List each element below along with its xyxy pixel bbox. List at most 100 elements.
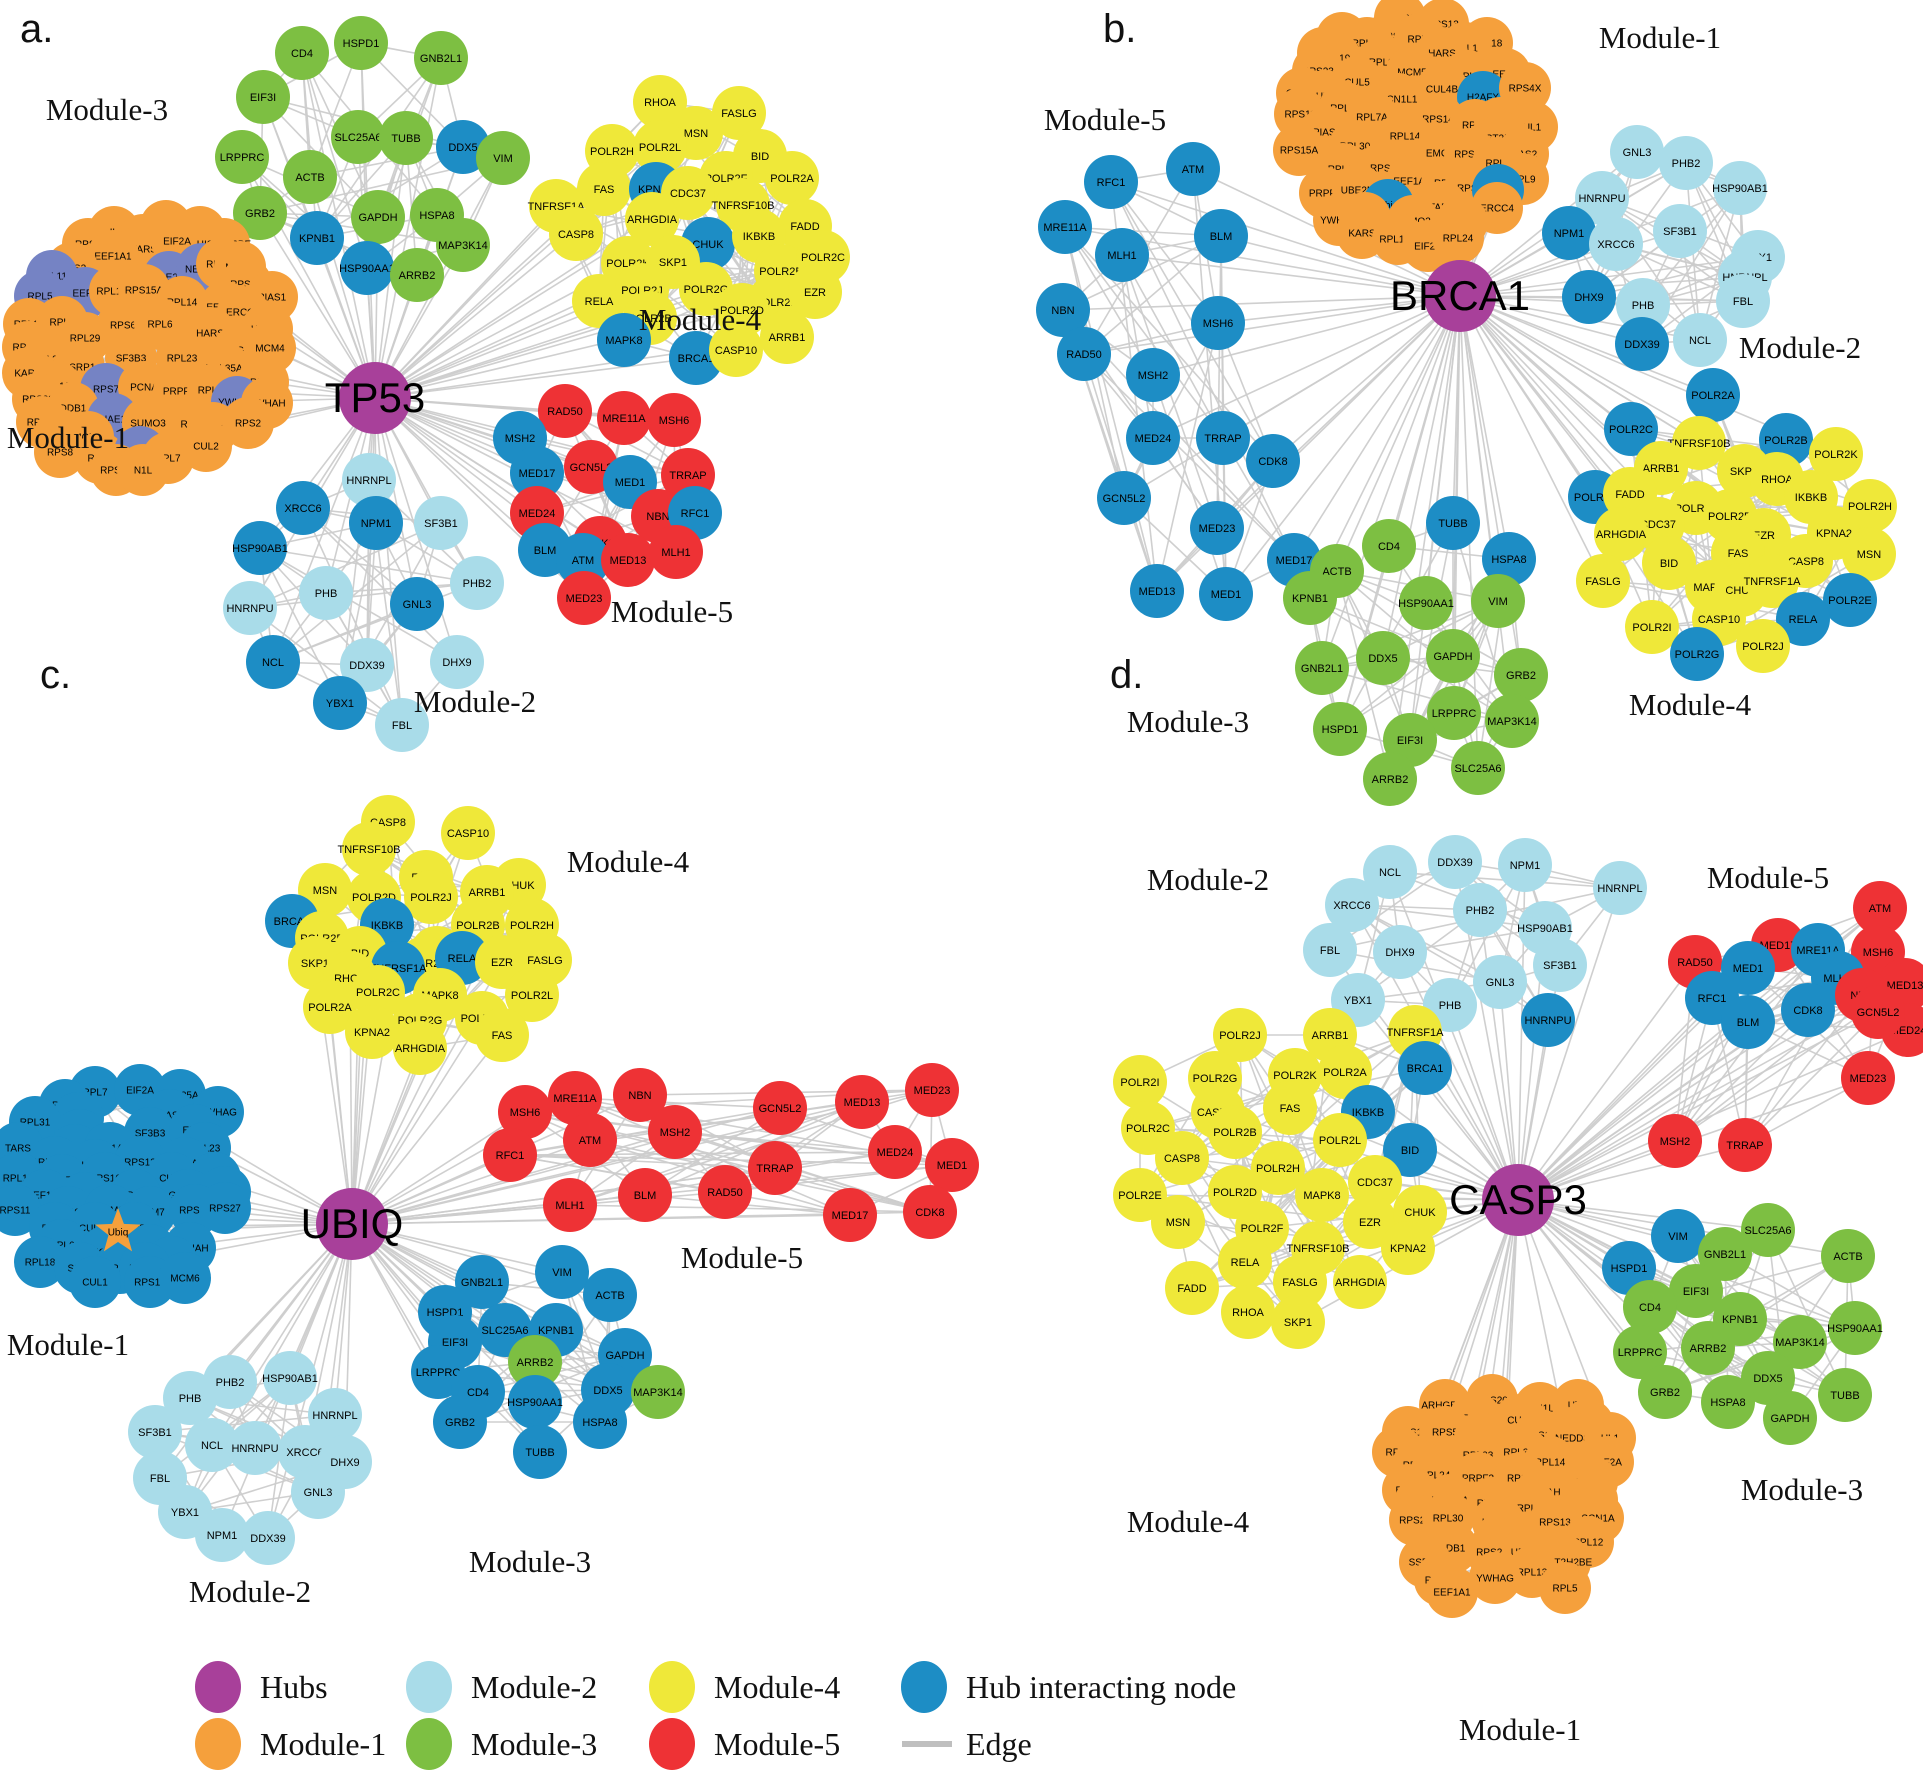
node-b-tubb[interactable]: TUBB bbox=[1426, 496, 1480, 550]
node-a-npm1[interactable]: NPM1 bbox=[349, 496, 403, 550]
node-d-phb2[interactable]: PHB2 bbox=[1453, 883, 1507, 937]
node-d-faslg[interactable]: FASLG bbox=[1273, 1255, 1327, 1309]
node-c-map3k14[interactable]: MAP3K14 bbox=[631, 1365, 685, 1419]
node-b-ddx5[interactable]: DDX5 bbox=[1356, 631, 1410, 685]
node-b-phb[interactable]: PHB bbox=[1616, 278, 1670, 332]
node-d-bid[interactable]: BID bbox=[1383, 1123, 1437, 1177]
node-d-xrcc6[interactable]: XRCC6 bbox=[1325, 878, 1379, 932]
node-a-rela[interactable]: RELA bbox=[572, 274, 626, 328]
node-b-bid[interactable]: BID bbox=[1642, 536, 1696, 590]
node-a-hsp90aa1[interactable]: HSP90AA1 bbox=[339, 241, 395, 295]
node-a-dhx9[interactable]: DHX9 bbox=[430, 635, 484, 689]
node-b-msn[interactable]: MSN bbox=[1842, 527, 1896, 581]
node-a-eif3i[interactable]: EIF3I bbox=[236, 70, 290, 124]
node-d-hnrnpl[interactable]: HNRNPL bbox=[1593, 861, 1647, 915]
node-b-hspa8[interactable]: HSPA8 bbox=[1482, 532, 1536, 586]
node-c-hspa8[interactable]: HSPA8 bbox=[573, 1395, 627, 1449]
node-c-blm[interactable]: BLM bbox=[618, 1168, 672, 1222]
node-d-map3k14[interactable]: MAP3K14 bbox=[1773, 1315, 1827, 1369]
node-d-atm[interactable]: ATM bbox=[1853, 881, 1907, 935]
node-d-arrb2[interactable]: ARRB2 bbox=[1681, 1321, 1735, 1375]
node-a-med23[interactable]: MED23 bbox=[557, 571, 611, 625]
node-b-gcn5l2[interactable]: GCN5L2 bbox=[1097, 471, 1151, 525]
node-c-fas[interactable]: FAS bbox=[475, 1008, 529, 1062]
node-c-med24[interactable]: MED24 bbox=[868, 1125, 922, 1179]
node-d-fas[interactable]: FAS bbox=[1263, 1081, 1317, 1135]
node-c-npm1[interactable]: NPM1 bbox=[195, 1508, 249, 1562]
node-c-gnb2l1[interactable]: GNB2L1 bbox=[455, 1255, 509, 1309]
node-b-gapdh[interactable]: GAPDH bbox=[1426, 629, 1480, 683]
node-b-tnfrsf10b[interactable]: TNFRSF10B bbox=[1668, 416, 1731, 470]
node-c-med1[interactable]: MED1 bbox=[925, 1138, 979, 1192]
node-b-lrpprc[interactable]: LRPPRC bbox=[1427, 686, 1481, 740]
hub-tp53[interactable]: TP53 bbox=[325, 362, 425, 434]
node-c-gnl3[interactable]: GNL3 bbox=[291, 1465, 345, 1519]
node-c-vim[interactable]: VIM bbox=[535, 1245, 589, 1299]
node-c-med17[interactable]: MED17 bbox=[823, 1188, 877, 1242]
node-b-polr2e[interactable]: POLR2E bbox=[1823, 573, 1877, 627]
node-d-eif3i[interactable]: EIF3I bbox=[1669, 1264, 1723, 1318]
node-b-kpnb1[interactable]: KPNB1 bbox=[1283, 571, 1337, 625]
node-c-polr2l[interactable]: POLR2L bbox=[505, 968, 559, 1022]
node-b-dhx9[interactable]: DHX9 bbox=[1562, 270, 1616, 324]
node-c-arrb2[interactable]: ARRB2 bbox=[508, 1335, 562, 1389]
node-a-msh6[interactable]: MSH6 bbox=[647, 393, 701, 447]
node-b-mlh1[interactable]: MLH1 bbox=[1095, 228, 1149, 282]
node-d-fadd[interactable]: FADD bbox=[1165, 1261, 1219, 1315]
node-b-gnb2l1[interactable]: GNB2L1 bbox=[1295, 641, 1349, 695]
node-b-med1[interactable]: MED1 bbox=[1199, 567, 1253, 621]
node-c-hsp90ab1[interactable]: HSP90AB1 bbox=[262, 1351, 318, 1405]
node-b-rps15a[interactable]: RPS15A bbox=[1273, 124, 1325, 176]
node-b-mre11a[interactable]: MRE11A bbox=[1038, 200, 1092, 254]
node-b-gnl3[interactable]: GNL3 bbox=[1610, 125, 1664, 179]
node-b-med13[interactable]: MED13 bbox=[1130, 564, 1184, 618]
node-a-atm[interactable]: ATM bbox=[556, 533, 610, 587]
node-a-casp10[interactable]: CASP10 bbox=[709, 323, 763, 377]
node-b-rela[interactable]: RELA bbox=[1776, 592, 1830, 646]
node-b-npm1[interactable]: NPM1 bbox=[1542, 206, 1596, 260]
node-a-mapk8[interactable]: MAPK8 bbox=[597, 313, 651, 367]
node-b-hnrnpu[interactable]: HNRNPU bbox=[1575, 171, 1629, 225]
node-b-hsp90ab1[interactable]: HSP90AB1 bbox=[1712, 161, 1768, 215]
node-c-rps27[interactable]: RPS27 bbox=[199, 1182, 251, 1234]
node-a-polr2a[interactable]: POLR2A bbox=[765, 151, 819, 205]
node-d-slc25a6[interactable]: SLC25A6 bbox=[1741, 1203, 1795, 1257]
node-b-faslg[interactable]: FASLG bbox=[1576, 554, 1630, 608]
node-b-hsp90aa1[interactable]: HSP90AA1 bbox=[1398, 576, 1454, 630]
node-a-hsp90ab1[interactable]: HSP90AB1 bbox=[232, 521, 288, 575]
node-d-polr2j[interactable]: POLR2J bbox=[1213, 1008, 1267, 1062]
node-b-rad50[interactable]: RAD50 bbox=[1057, 327, 1111, 381]
node-b-polr2g[interactable]: POLR2G bbox=[1670, 627, 1724, 681]
node-d-gcn5l2[interactable]: GCN5L2 bbox=[1851, 985, 1905, 1039]
node-d-ddx5[interactable]: DDX5 bbox=[1741, 1351, 1795, 1405]
node-a-rhoa[interactable]: RHOA bbox=[633, 75, 687, 129]
node-a-sf3b1[interactable]: SF3B1 bbox=[414, 496, 468, 550]
node-a-arrb1[interactable]: ARRB1 bbox=[760, 310, 814, 364]
node-c-casp10[interactable]: CASP10 bbox=[441, 806, 495, 860]
node-b-blm[interactable]: BLM bbox=[1194, 209, 1248, 263]
node-c-gcn5l2[interactable]: GCN5L2 bbox=[753, 1081, 807, 1135]
node-a-slc25a6[interactable]: SLC25A6 bbox=[331, 110, 385, 164]
node-b-polr2i[interactable]: POLR2I bbox=[1625, 600, 1679, 654]
node-c-msh6[interactable]: MSH6 bbox=[498, 1085, 552, 1139]
node-c-ubiq[interactable]: Ubiq bbox=[95, 1208, 141, 1252]
node-c-cul1[interactable]: CUL1 bbox=[69, 1256, 121, 1308]
node-c-atm[interactable]: ATM bbox=[563, 1113, 617, 1167]
node-c-ddx39[interactable]: DDX39 bbox=[241, 1511, 295, 1565]
node-d-dhx9[interactable]: DHX9 bbox=[1373, 925, 1427, 979]
node-c-polr2j[interactable]: POLR2J bbox=[404, 870, 458, 924]
node-d-polr2h[interactable]: POLR2H bbox=[1251, 1141, 1305, 1195]
node-b-map3k14[interactable]: MAP3K14 bbox=[1485, 694, 1539, 748]
node-a-n1l[interactable]: N1L bbox=[117, 444, 169, 496]
node-d-gapdh[interactable]: GAPDH bbox=[1763, 1391, 1817, 1445]
node-b-cdk8[interactable]: CDK8 bbox=[1246, 434, 1300, 488]
node-d-gnl3[interactable]: GNL3 bbox=[1473, 955, 1527, 1009]
node-a-grb2[interactable]: GRB2 bbox=[233, 186, 287, 240]
node-b-atm[interactable]: ATM bbox=[1166, 142, 1220, 196]
node-c-cdk8[interactable]: CDK8 bbox=[903, 1185, 957, 1239]
node-c-hsp90aa1[interactable]: HSP90AA1 bbox=[507, 1375, 563, 1429]
node-c-tnfrsf10b[interactable]: TNFRSF10B bbox=[338, 822, 401, 876]
node-d-tubb[interactable]: TUBB bbox=[1818, 1368, 1872, 1422]
node-d-ddx39[interactable]: DDX39 bbox=[1428, 835, 1482, 889]
node-b-trrap[interactable]: TRRAP bbox=[1196, 411, 1250, 465]
